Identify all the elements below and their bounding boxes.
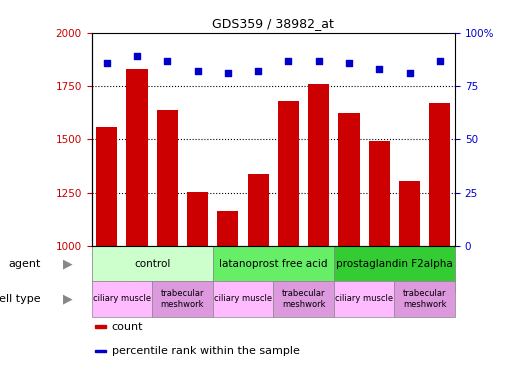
Text: GSM6682: GSM6682: [254, 251, 263, 287]
Text: prostaglandin F2alpha: prostaglandin F2alpha: [336, 258, 453, 269]
Text: GSM7624: GSM7624: [193, 251, 202, 288]
Bar: [334, 246, 455, 281]
Text: GSM6686: GSM6686: [375, 251, 384, 288]
Bar: [247, 175, 269, 246]
Point: [314, 58, 323, 64]
Point: [405, 70, 414, 76]
Text: GSM6688: GSM6688: [435, 251, 445, 287]
Bar: [213, 246, 334, 281]
Text: trabecular
meshwork: trabecular meshwork: [282, 289, 325, 309]
Bar: [394, 246, 425, 292]
Bar: [425, 246, 455, 292]
Bar: [369, 142, 390, 246]
Text: GSM6684: GSM6684: [314, 251, 323, 288]
Point: [345, 60, 353, 66]
Point: [224, 70, 232, 76]
Title: GDS359 / 38982_at: GDS359 / 38982_at: [212, 17, 334, 30]
Bar: [429, 103, 450, 246]
Text: control: control: [134, 258, 170, 269]
Bar: [338, 113, 360, 246]
Point: [163, 58, 172, 64]
Point: [436, 58, 444, 64]
Text: ▶: ▶: [63, 292, 73, 306]
Bar: [334, 246, 364, 292]
Text: GSM6681: GSM6681: [223, 251, 232, 287]
Bar: [394, 281, 455, 317]
Text: ciliary muscle: ciliary muscle: [93, 295, 151, 303]
Text: count: count: [111, 322, 143, 332]
Bar: [243, 246, 274, 292]
Text: ciliary muscle: ciliary muscle: [214, 295, 272, 303]
Text: ▶: ▶: [63, 257, 73, 270]
Point: [194, 68, 202, 74]
Bar: [152, 246, 183, 292]
Bar: [92, 246, 213, 281]
Text: GSM6685: GSM6685: [345, 251, 354, 288]
Bar: [278, 101, 299, 246]
Text: GSM7621: GSM7621: [102, 251, 111, 287]
Bar: [157, 109, 178, 246]
Bar: [95, 325, 106, 328]
Text: trabecular
meshwork: trabecular meshwork: [403, 289, 447, 309]
Text: cell type: cell type: [0, 294, 41, 304]
Bar: [95, 350, 106, 352]
Bar: [274, 246, 303, 292]
Point: [375, 66, 383, 72]
Bar: [213, 281, 274, 317]
Bar: [92, 281, 152, 317]
Text: GSM7623: GSM7623: [163, 251, 172, 288]
Point: [284, 58, 292, 64]
Text: agent: agent: [8, 258, 41, 269]
Text: percentile rank within the sample: percentile rank within the sample: [111, 346, 299, 356]
Bar: [303, 246, 334, 292]
Bar: [274, 281, 334, 317]
Bar: [308, 84, 329, 246]
Bar: [92, 246, 122, 292]
Text: trabecular
meshwork: trabecular meshwork: [161, 289, 204, 309]
Bar: [183, 246, 213, 292]
Point: [103, 60, 111, 66]
Bar: [96, 127, 117, 246]
Bar: [122, 246, 152, 292]
Point: [254, 68, 263, 74]
Bar: [217, 211, 238, 246]
Point: [133, 53, 141, 59]
Text: GSM7622: GSM7622: [132, 251, 141, 287]
Text: ciliary muscle: ciliary muscle: [335, 295, 393, 303]
Bar: [213, 246, 243, 292]
Bar: [187, 191, 208, 246]
Bar: [127, 69, 147, 246]
Bar: [152, 281, 213, 317]
Text: latanoprost free acid: latanoprost free acid: [219, 258, 327, 269]
Bar: [364, 246, 394, 292]
Text: GSM6683: GSM6683: [284, 251, 293, 288]
Text: GSM6687: GSM6687: [405, 251, 414, 288]
Bar: [334, 281, 394, 317]
Bar: [399, 181, 420, 246]
